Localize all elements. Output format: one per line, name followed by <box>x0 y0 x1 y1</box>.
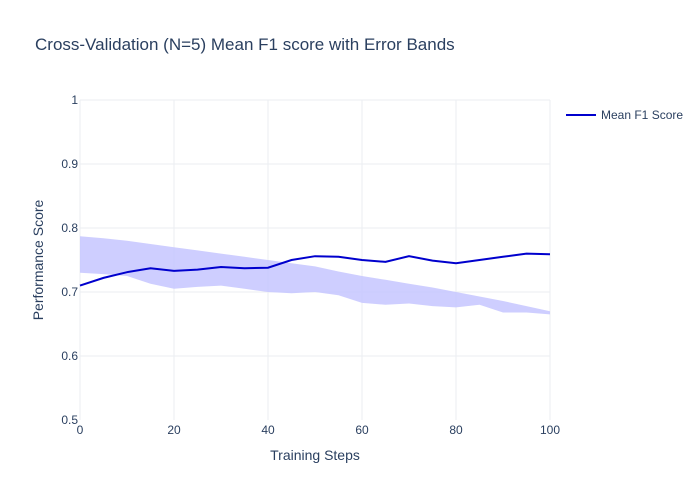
y-tick-label: 0.8 <box>61 221 78 235</box>
x-tick-label: 20 <box>167 423 181 437</box>
chart-title: Cross-Validation (N=5) Mean F1 score wit… <box>35 35 455 54</box>
x-tick-label: 100 <box>540 423 560 437</box>
grid <box>79 99 551 420</box>
y-tick-labels: 0.5 0.6 0.7 0.8 0.9 1 <box>61 93 78 427</box>
y-tick-label: 1 <box>71 93 78 107</box>
series-line-mean-f1 <box>79 252 551 287</box>
x-tick-label: 80 <box>449 423 463 437</box>
x-tick-label: 40 <box>261 423 275 437</box>
x-tick-label: 0 <box>77 423 84 437</box>
y-tick-label: 0.7 <box>61 285 78 299</box>
y-tick-label: 0.9 <box>61 157 78 171</box>
x-tick-label: 60 <box>355 423 369 437</box>
y-axis-title: Performance Score <box>30 199 46 320</box>
legend[interactable]: Mean F1 Score <box>566 108 683 122</box>
error-band <box>80 236 550 315</box>
x-tick-labels: 0 20 40 60 80 100 <box>77 423 561 437</box>
y-tick-label: 0.5 <box>61 413 78 427</box>
y-tick-label: 0.6 <box>61 349 78 363</box>
legend-entry-mean-f1: Mean F1 Score <box>601 108 683 122</box>
x-axis-title: Training Steps <box>270 447 360 463</box>
